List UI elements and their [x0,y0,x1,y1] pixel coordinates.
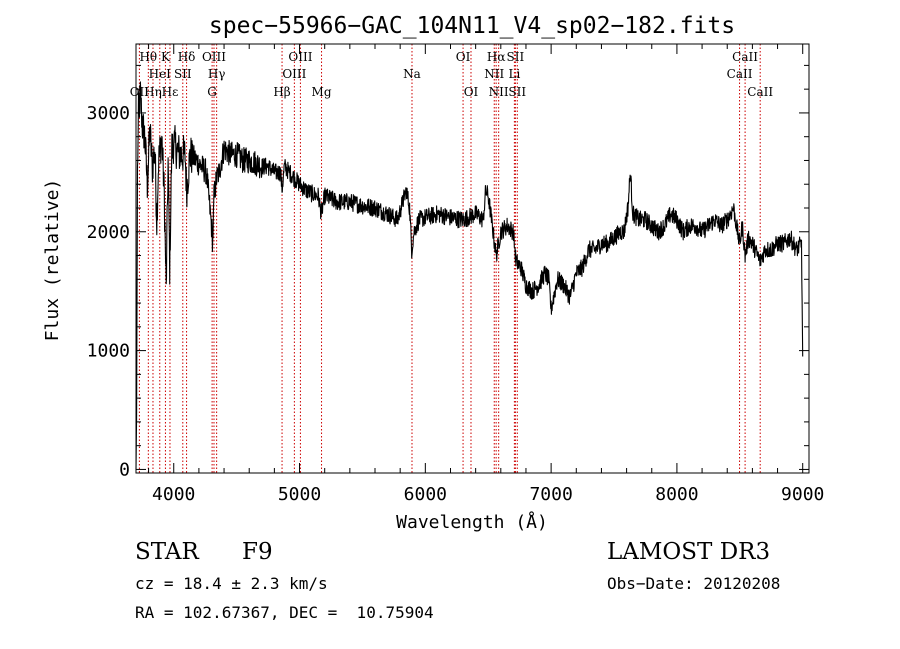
y-axis-label: Flux (relative) [42,179,63,342]
line-label: Hα [487,50,506,64]
x-tick-label: 9000 [781,484,824,505]
line-label: Hβ [273,85,290,99]
y-tick-label: 3000 [87,103,130,124]
sky-coordinates: RA = 102.67367, DEC = 10.75904 [135,603,434,622]
plot-frame [135,43,810,474]
line-label: Hη [144,85,162,99]
observation-date: Obs−Date: 20120208 [607,574,781,593]
line-label: Hθ [139,50,157,64]
line-label: NII [489,85,509,99]
y-tick-label: 2000 [87,222,130,243]
line-label: Hγ [208,67,226,81]
line-label: OI [464,85,479,99]
line-label: Mg [312,85,332,99]
spectrum-flux-line [135,81,804,470]
line-label: CaII [732,50,758,64]
spectral-subclass: F9 [242,539,273,565]
line-label: OI [456,50,471,64]
line-label: HeI [149,67,172,81]
line-label: Hε [162,85,179,99]
line-label: CaII [727,67,753,81]
line-markers [138,44,761,473]
line-label: Li [508,67,520,81]
line-label: SII [174,67,192,81]
x-tick-label: 8000 [655,484,698,505]
x-tick-label: 7000 [529,484,572,505]
line-label: NII [484,67,504,81]
line-label: Hδ [178,50,196,64]
line-label: OII [130,85,150,99]
y-tick-label: 0 [119,459,130,480]
survey-name: LAMOST DR3 [607,539,771,565]
line-label: OIII [288,50,312,64]
line-label: OIII [282,67,306,81]
x-tick-label: 4000 [152,484,195,505]
x-axis-label: Wavelength (Å) [396,511,548,533]
line-label: G [207,85,217,99]
line-label: OIII [202,50,226,64]
line-label: Na [403,67,421,81]
object-class: STAR [135,539,199,565]
redshift-value: cz = 18.4 ± 2.3 km/s [135,574,328,593]
chart-title: spec−55966−GAC_104N11_V4_sp02−182.fits [209,13,735,39]
line-label: SII [508,85,526,99]
line-label: K [161,50,171,64]
y-tick-label: 1000 [87,341,130,362]
x-tick-label: 6000 [404,484,447,505]
line-labels: OII Hθ Hη HeI K Hε SII Hδ OIII G Hγ Hβ OIII OIII Mg Na O… [130,50,774,99]
line-label: CaII [747,85,773,99]
axis-ticks: 4000 5000 6000 7000 8000 9000 0 1000 2000 3000 [87,44,824,505]
x-tick-label: 5000 [278,484,321,505]
line-label: SII [507,50,525,64]
